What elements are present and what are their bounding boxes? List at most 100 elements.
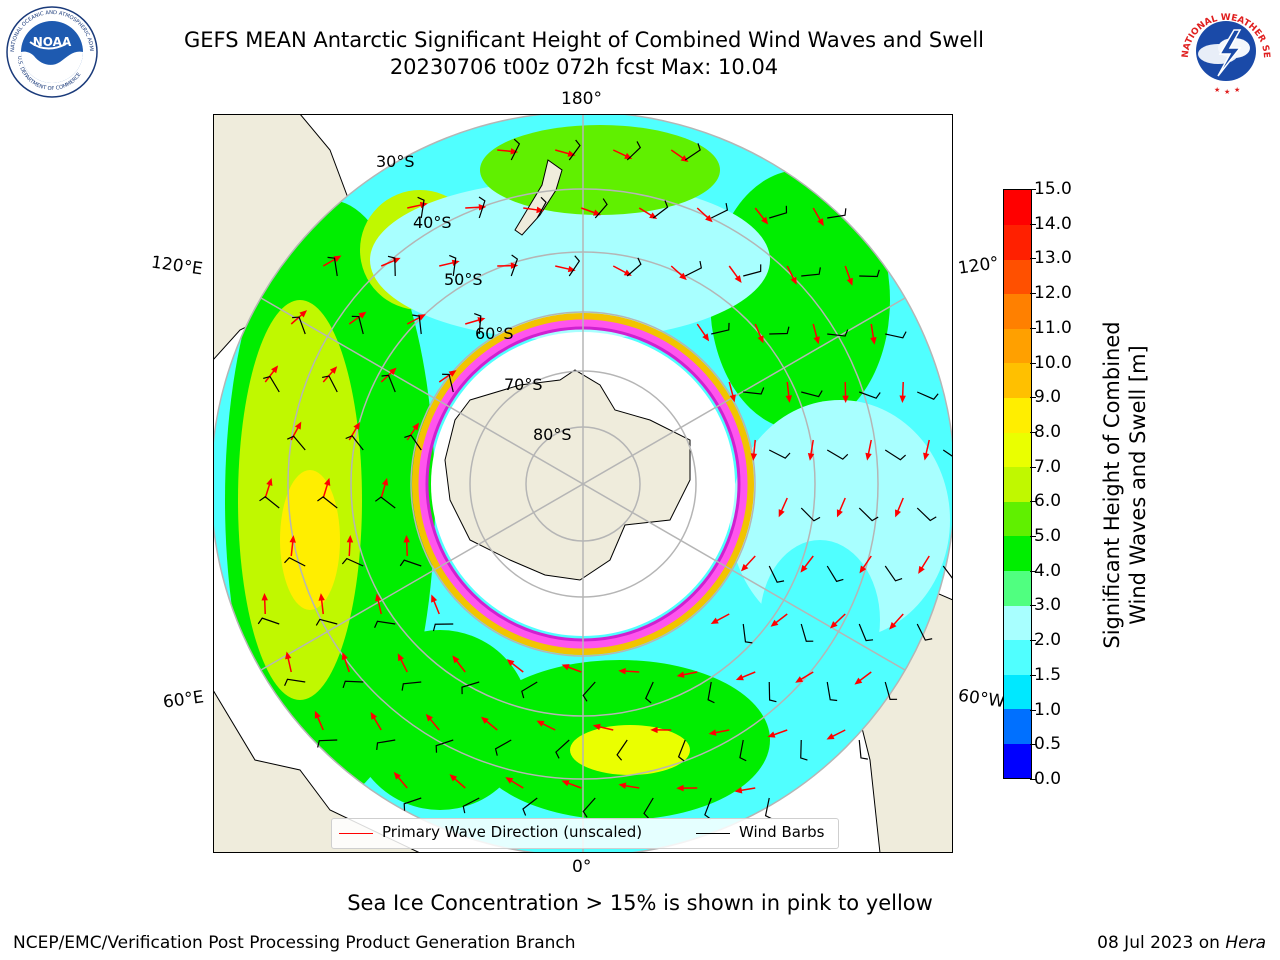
wind-barb	[800, 739, 808, 761]
wind-barb	[916, 623, 933, 641]
wind-barb	[917, 391, 939, 400]
wave-direction-arrow	[343, 656, 350, 673]
wind-barb	[916, 507, 937, 522]
wind-barb	[942, 449, 953, 458]
wind-barb	[342, 680, 364, 689]
wave-direction-arrow	[670, 149, 685, 160]
wind-barb	[442, 373, 454, 393]
wave-direction-arrow	[638, 207, 654, 218]
noaa-logo-text: NOAA	[33, 35, 72, 49]
colorbar-label-line2: Wind Waves and Swell [m]	[1126, 345, 1150, 625]
colorbar-tick: 8.0	[1029, 421, 1062, 442]
wave-direction-arrow	[743, 555, 756, 569]
wave-direction-arrow	[438, 372, 453, 383]
wave-direction-arrow	[896, 497, 904, 514]
wave-direction-arrow	[739, 787, 756, 792]
wave-direction-arrowhead	[750, 453, 758, 461]
wave-direction-arrow	[380, 259, 397, 267]
wave-direction-arrowhead	[266, 477, 273, 486]
colorbar-segment	[1004, 674, 1031, 710]
lat-label-70s: 70°S	[504, 375, 543, 394]
wave-direction-arrowhead	[477, 317, 486, 324]
wave-direction-arrowhead	[679, 272, 687, 281]
wind-barb	[626, 141, 642, 161]
wind-barb	[403, 797, 422, 811]
wave-direction-arrow	[713, 729, 730, 734]
wave-direction-arrowhead	[790, 276, 797, 285]
colorbar-tick: 13.0	[1030, 248, 1072, 269]
wave-direction-arrow	[263, 597, 266, 615]
svg-text:★: ★	[1234, 86, 1240, 94]
wave-direction-arrow	[348, 539, 351, 557]
wind-barb	[942, 565, 953, 580]
colorbar-segment	[1004, 605, 1031, 641]
wave-direction-arrowhead	[923, 452, 930, 461]
wave-direction-arrow	[497, 149, 514, 153]
wind-barb	[376, 739, 396, 750]
wave-direction-arrow	[924, 439, 930, 456]
wind-barb	[462, 797, 480, 814]
wave-direction-arrow	[399, 657, 408, 673]
wave-direction-arrow	[454, 658, 466, 673]
wind-barb	[292, 316, 306, 335]
wind-barb	[594, 198, 608, 219]
new-zealand	[514, 159, 563, 236]
wind-barb	[315, 618, 338, 626]
wave-direction-arrow	[681, 671, 698, 676]
colorbar-tick: 4.0	[1029, 560, 1062, 581]
wave-direction-arrow	[612, 149, 629, 158]
wind-barb	[374, 620, 396, 628]
wave-direction-arrow	[799, 671, 814, 681]
wave-direction-arrow	[406, 426, 417, 441]
wave-direction-arrow	[555, 149, 571, 155]
wind-barb	[582, 797, 596, 818]
wave-direction-arrowhead	[618, 782, 627, 789]
wind-barb	[404, 434, 422, 451]
wind-barb	[399, 559, 422, 567]
wave-direction-arrowhead	[561, 664, 570, 671]
wind-barb	[800, 623, 814, 642]
wind-barb	[885, 331, 907, 339]
wave-direction-arrow	[290, 425, 300, 441]
wave-direction-arrowhead	[346, 535, 354, 543]
wave-direction-arrowhead	[333, 255, 342, 262]
colorbar-tick: 1.5	[1029, 664, 1062, 685]
wave-direction-arrow	[405, 539, 408, 557]
wind-barb	[710, 203, 729, 219]
wind-barb	[768, 449, 791, 459]
wind-barb	[317, 739, 338, 748]
wave-direction-arrowhead	[708, 729, 717, 736]
colorbar-tick: 10.0	[1030, 352, 1072, 373]
wind-barb	[387, 255, 396, 277]
wave-direction-arrowhead	[299, 310, 308, 318]
wave-direction-arrow	[752, 439, 756, 456]
wind-barb	[522, 797, 538, 816]
wave-direction-arrowhead	[842, 395, 849, 403]
wave-direction-arrowhead	[854, 677, 863, 685]
wave-direction-arrowhead	[536, 720, 545, 727]
wave-direction-arrow	[396, 775, 408, 789]
lat-label-80s: 80°S	[533, 425, 572, 444]
wave-direction-arrowhead	[451, 259, 460, 266]
wave-direction-arrowhead	[767, 731, 776, 738]
wind-barb	[643, 797, 654, 819]
wind-barb	[568, 255, 581, 277]
wind-barb	[801, 390, 823, 398]
wave-direction-arrowhead	[370, 711, 378, 720]
wind-barb-swatch	[696, 833, 730, 834]
lat-label-40s: 40°S	[413, 213, 452, 232]
colorbar-segment	[1004, 570, 1031, 606]
wave-direction-arrow	[428, 717, 440, 731]
wave-direction-arrowhead	[705, 214, 713, 223]
wind-barb	[684, 143, 701, 161]
wind-barb	[494, 739, 512, 756]
wave-direction-arrow	[812, 207, 822, 223]
wind-barb	[742, 623, 753, 644]
wave-direction-arrowhead	[889, 621, 897, 630]
wave-direction-arrowhead	[735, 674, 744, 681]
wave-direction-arrowhead	[846, 277, 853, 286]
wave-direction-arrow	[696, 207, 710, 220]
wave-direction-arrowhead	[285, 651, 292, 660]
colorbar-tick: 7.0	[1029, 456, 1062, 477]
wind-barb	[858, 623, 874, 642]
